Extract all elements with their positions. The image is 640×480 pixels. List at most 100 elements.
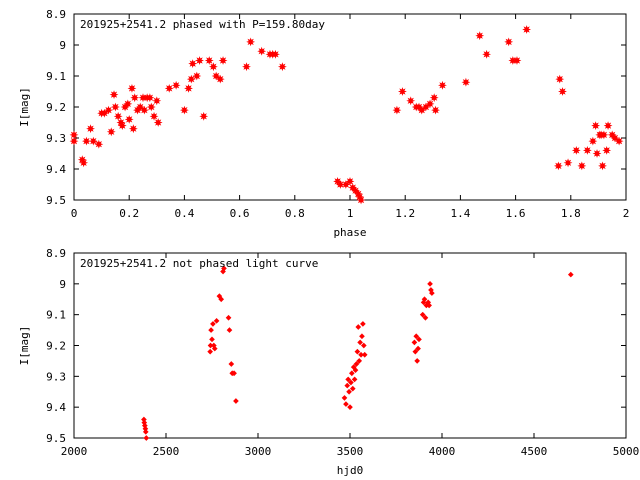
- y-tick-label: 8.9: [46, 247, 66, 260]
- x-tick-label: 1.8: [561, 207, 581, 220]
- data-point: [188, 59, 198, 68]
- x-tick-label: 5000: [613, 445, 640, 458]
- x-tick-label: 1.6: [506, 207, 526, 220]
- data-point: [124, 115, 134, 124]
- data-point: [413, 333, 420, 340]
- data-point: [199, 111, 209, 121]
- x-tick-label: 0.2: [119, 207, 139, 220]
- data-point: [86, 124, 95, 134]
- data-point: [582, 146, 592, 155]
- data-point: [567, 271, 574, 278]
- data-point: [208, 327, 214, 333]
- data-point: [94, 139, 104, 149]
- data-point: [211, 345, 218, 352]
- data-point: [354, 348, 361, 355]
- x-tick-label: 3000: [245, 445, 272, 458]
- data-point: [412, 348, 419, 355]
- data-point: [461, 77, 471, 87]
- data-point: [420, 299, 427, 306]
- unphased-y-axis-label: I[mag]: [18, 326, 31, 366]
- data-point: [192, 71, 202, 81]
- unphased-y-ticks: 8.9 9 9.1 9.2 9.3 9.4 9.5: [46, 247, 626, 445]
- data-point: [152, 96, 162, 106]
- y-tick-label: 9.1: [46, 309, 66, 322]
- phased-y-axis-label: I[mag]: [18, 87, 31, 127]
- data-point: [392, 105, 402, 115]
- data-point: [209, 336, 215, 343]
- data-point: [207, 348, 213, 355]
- data-point: [233, 398, 239, 404]
- x-tick-label: 2500: [153, 445, 180, 458]
- data-point: [146, 102, 156, 112]
- data-point: [215, 74, 225, 84]
- data-point: [602, 146, 612, 155]
- data-point: [360, 321, 366, 327]
- y-tick-label: 9.1: [46, 70, 66, 83]
- data-point: [184, 84, 193, 93]
- data-point: [231, 370, 237, 377]
- data-point: [360, 342, 367, 349]
- data-point: [614, 136, 624, 146]
- data-point: [225, 314, 232, 321]
- data-point: [406, 96, 416, 106]
- data-point: [347, 404, 353, 410]
- data-point: [186, 74, 196, 84]
- y-tick-label: 8.9: [46, 8, 66, 21]
- data-point: [145, 93, 155, 103]
- data-point: [553, 161, 563, 171]
- data-point: [414, 358, 420, 364]
- data-point: [218, 296, 225, 303]
- data-point: [164, 84, 174, 93]
- data-point: [588, 136, 598, 146]
- unphased-x-ticks: 2000 2500 3000 3500 4000 4500 5000: [61, 253, 640, 458]
- data-point: [113, 111, 123, 121]
- data-point: [88, 136, 98, 146]
- data-point: [522, 25, 532, 34]
- data-point: [130, 93, 140, 103]
- data-point: [246, 37, 256, 47]
- data-point: [592, 149, 602, 158]
- x-tick-label: 0.8: [285, 207, 305, 220]
- data-point: [411, 339, 418, 346]
- data-point: [348, 379, 354, 386]
- data-point: [426, 302, 432, 309]
- data-point: [346, 388, 352, 395]
- data-point: [139, 105, 149, 115]
- data-point: [171, 80, 181, 90]
- y-tick-label: 9.4: [46, 163, 66, 176]
- y-tick-label: 9: [59, 278, 66, 291]
- data-point: [599, 130, 609, 140]
- data-point: [218, 56, 228, 65]
- x-tick-label: 1: [347, 207, 354, 220]
- data-point: [335, 180, 345, 189]
- y-tick-label: 9: [59, 39, 66, 52]
- data-point: [351, 376, 358, 383]
- data-point: [204, 56, 214, 65]
- data-point: [79, 158, 89, 168]
- y-tick-label: 9.2: [46, 101, 66, 114]
- data-point: [353, 361, 360, 367]
- data-point: [153, 118, 163, 127]
- data-point: [512, 56, 522, 65]
- data-point: [427, 281, 433, 287]
- x-tick-label: 1.4: [450, 207, 470, 220]
- data-point: [343, 401, 349, 407]
- data-point: [422, 314, 429, 321]
- x-tick-label: 3500: [337, 445, 364, 458]
- data-point: [135, 102, 145, 112]
- data-point: [429, 290, 435, 296]
- data-point: [355, 324, 362, 330]
- data-point: [221, 265, 227, 272]
- unphased-chart-title: 201925+2541.2 not phased light curve: [80, 257, 318, 270]
- data-point: [398, 87, 407, 96]
- y-tick-label: 9.5: [46, 194, 66, 207]
- x-tick-label: 1.2: [395, 207, 415, 220]
- y-tick-label: 9.4: [46, 401, 66, 414]
- data-point: [341, 395, 348, 401]
- x-tick-label: 2000: [61, 445, 88, 458]
- data-point: [208, 62, 218, 72]
- data-point: [228, 361, 235, 367]
- data-point: [357, 339, 363, 346]
- data-point: [359, 333, 365, 340]
